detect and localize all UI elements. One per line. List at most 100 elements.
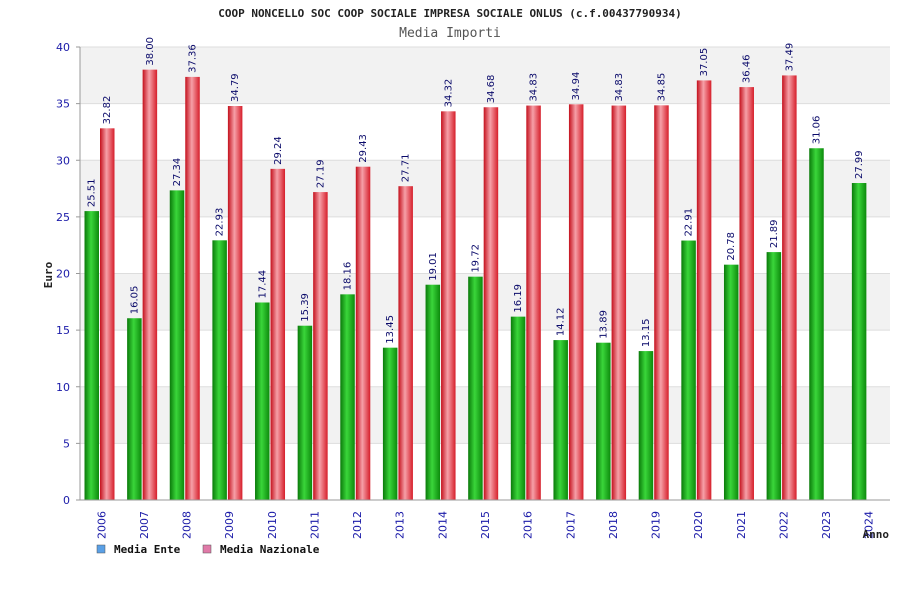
data-label: 17.44	[257, 270, 268, 299]
bar-media-ente	[723, 264, 739, 500]
bar-media-ente	[468, 276, 483, 500]
bar-media-nazionale	[355, 166, 371, 500]
x-tick-label: 2015	[479, 511, 492, 539]
data-label: 34.79	[230, 73, 241, 102]
x-tick-label: 2021	[735, 511, 748, 539]
bar-media-nazionale	[654, 105, 669, 500]
bar-media-nazionale	[398, 186, 413, 500]
data-label: 22.93	[215, 208, 226, 237]
data-label: 27.99	[854, 150, 865, 179]
bar-media-nazionale	[185, 76, 200, 500]
bar-media-nazionale	[100, 128, 115, 500]
bar-media-nazionale	[227, 106, 243, 501]
x-tick-label: 2020	[692, 511, 705, 539]
data-label: 37.05	[699, 48, 710, 77]
data-label: 29.43	[358, 134, 369, 163]
bar-media-ente	[596, 342, 611, 500]
bar-media-ente	[681, 240, 696, 500]
bar-media-ente	[553, 340, 568, 500]
bar-media-nazionale	[526, 105, 541, 501]
bar-media-ente	[851, 183, 867, 500]
x-tick-label: 2007	[138, 511, 151, 539]
data-label: 27.71	[401, 154, 412, 183]
data-label: 34.83	[614, 73, 625, 102]
bar-media-nazionale	[313, 192, 328, 501]
y-tick-label: 0	[63, 494, 70, 507]
x-tick-label: 2011	[308, 511, 321, 539]
data-label: 29.24	[273, 136, 284, 165]
data-label: 13.45	[385, 315, 396, 344]
x-axis-ticks: 2006 2007 2008 2009 2010 2011 2012 2013 2014 2015…	[95, 511, 875, 539]
bar-media-ente	[84, 211, 99, 500]
data-label: 19.01	[428, 252, 439, 281]
bar-media-nazionale	[739, 87, 754, 500]
y-tick-label: 30	[56, 154, 70, 167]
chart-title: COOP NONCELLO SOC COOP SOCIALE IMPRESA S…	[218, 7, 682, 20]
bar-media-ente	[638, 351, 654, 500]
bar-media-ente	[382, 347, 398, 500]
x-tick-label: 2008	[181, 511, 194, 539]
bar-media-ente	[297, 325, 313, 500]
x-tick-label: 2017	[564, 511, 577, 539]
chart-subtitle: Media Importi	[399, 26, 501, 41]
data-label: 34.83	[529, 73, 540, 102]
bar-media-ente	[510, 316, 526, 500]
data-label: 20.78	[726, 232, 737, 261]
y-tick-label: 10	[56, 381, 70, 394]
data-label: 27.34	[172, 158, 183, 187]
data-label: 22.91	[684, 208, 695, 237]
bar-media-nazionale	[782, 75, 797, 500]
y-axis-label: Euro	[42, 261, 55, 288]
bar-media-nazionale	[483, 107, 499, 501]
x-tick-label: 2012	[351, 511, 364, 539]
data-label: 37.49	[784, 43, 795, 72]
bar-media-nazionale	[568, 104, 584, 500]
data-label: 15.39	[300, 293, 311, 322]
bar-media-ente	[127, 318, 142, 500]
x-tick-label: 2013	[394, 511, 407, 539]
x-axis-label: Anno	[863, 528, 890, 541]
data-label: 27.19	[315, 159, 326, 188]
data-label: 36.46	[742, 54, 753, 83]
bar-media-ente	[340, 294, 355, 500]
bar-media-ente	[212, 240, 227, 500]
data-label: 13.15	[641, 318, 652, 347]
y-tick-label: 40	[56, 41, 70, 54]
bar-media-nazionale	[696, 80, 712, 500]
x-tick-label: 2010	[266, 511, 279, 539]
x-tick-label: 2009	[223, 511, 236, 539]
legend: Media Ente Media Nazionale	[96, 543, 320, 556]
y-tick-label: 35	[56, 98, 70, 111]
data-label: 32.82	[102, 96, 113, 125]
data-label: 25.51	[87, 178, 98, 207]
plot-band	[80, 47, 890, 104]
data-label: 14.12	[556, 307, 567, 336]
bar-media-ente	[425, 284, 441, 500]
data-label: 34.85	[656, 73, 667, 102]
x-tick-label: 2019	[650, 511, 663, 539]
data-label: 38.00	[145, 37, 156, 66]
bar-media-ente	[255, 302, 270, 500]
x-tick-label: 2023	[820, 511, 833, 539]
legend-swatch-media-nazionale	[202, 544, 212, 554]
data-label: 16.19	[513, 284, 524, 313]
x-tick-label: 2022	[777, 511, 790, 539]
bar-media-nazionale	[270, 168, 286, 500]
y-axis-ticks: 0 5 10 15 20 25 30 35 40	[56, 41, 80, 507]
bar-media-nazionale	[142, 69, 158, 501]
x-tick-label: 2024	[863, 511, 876, 539]
data-label: 18.16	[343, 262, 354, 291]
bar-media-nazionale	[441, 111, 456, 501]
data-label: 34.32	[443, 79, 454, 108]
bar-media-ente	[169, 190, 185, 500]
data-label: 21.89	[769, 219, 780, 248]
y-tick-label: 25	[56, 211, 70, 224]
legend-label-media-nazionale: Media Nazionale	[220, 543, 320, 556]
data-label: 16.05	[129, 286, 140, 315]
x-tick-label: 2018	[607, 511, 620, 539]
bars	[84, 69, 867, 501]
legend-swatch-media-ente	[96, 544, 106, 554]
data-labels: 25.51 32.82 16.05 38.00 27.34 37.36 22.93 34.79…	[87, 37, 865, 347]
y-tick-label: 5	[63, 437, 70, 450]
